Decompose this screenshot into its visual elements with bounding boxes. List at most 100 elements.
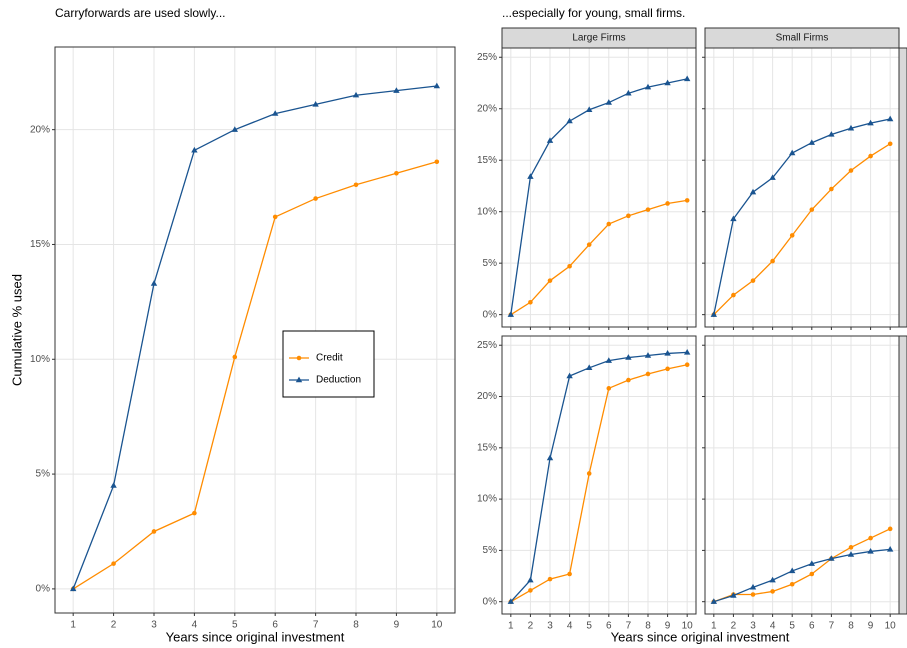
x-tick-label: 2 xyxy=(731,621,737,632)
x-tick-label: 5 xyxy=(586,621,592,632)
point xyxy=(683,75,691,82)
point xyxy=(69,585,77,592)
point xyxy=(110,482,117,488)
point xyxy=(272,110,279,116)
x-tick-label: 8 xyxy=(353,620,359,631)
x-tick-label: 1 xyxy=(508,621,514,632)
x-tick-label: 5 xyxy=(789,621,795,632)
x-tick-label: 2 xyxy=(111,620,117,631)
point xyxy=(626,213,631,219)
point xyxy=(887,526,893,532)
point xyxy=(789,233,795,238)
x-tick-label: 4 xyxy=(567,621,573,632)
point xyxy=(606,221,612,227)
point xyxy=(847,124,855,131)
y-tick-label: 20% xyxy=(30,124,50,135)
y-tick-label: 25% xyxy=(477,340,497,351)
y-tick-label: 15% xyxy=(477,442,497,453)
chart-title: Carryforwards are used slowly... xyxy=(55,6,226,20)
legend-label: Deduction xyxy=(316,375,361,386)
point xyxy=(353,182,359,188)
point xyxy=(394,170,399,176)
x-axis-title: Years since original investment xyxy=(166,629,345,644)
y-tick-label: 0% xyxy=(483,309,498,320)
y-tick-label: 15% xyxy=(30,239,50,250)
point xyxy=(507,598,515,604)
point xyxy=(546,454,554,461)
y-tick-label: 10% xyxy=(477,494,497,505)
point xyxy=(770,258,775,264)
point xyxy=(684,362,690,368)
legend-box xyxy=(282,330,375,398)
point xyxy=(710,598,718,604)
legend-marker xyxy=(295,376,303,383)
point xyxy=(566,117,573,124)
point xyxy=(809,207,815,212)
point xyxy=(789,149,796,156)
point xyxy=(434,159,440,165)
point xyxy=(828,555,835,561)
x-tick-label: 8 xyxy=(645,621,651,632)
point xyxy=(789,567,796,574)
point xyxy=(789,581,795,587)
x-tick-label: 6 xyxy=(809,621,815,632)
x-tick-label: 9 xyxy=(868,621,874,632)
point xyxy=(769,174,776,180)
plot-border xyxy=(501,47,697,328)
point xyxy=(664,350,671,356)
point xyxy=(645,207,651,212)
point xyxy=(232,354,238,360)
point xyxy=(566,372,573,379)
point xyxy=(586,471,592,476)
x-tick-label: 10 xyxy=(431,620,443,631)
x-tick-label: 4 xyxy=(192,620,198,631)
plot-background xyxy=(502,48,696,327)
point xyxy=(527,173,534,179)
point xyxy=(731,292,736,298)
point xyxy=(684,198,690,203)
point xyxy=(730,215,737,222)
x-tick-label: 3 xyxy=(547,621,553,632)
point xyxy=(730,592,737,598)
series-line xyxy=(713,118,891,315)
point xyxy=(111,561,116,566)
point xyxy=(567,263,572,269)
series-line xyxy=(72,85,437,590)
plot-border xyxy=(704,47,900,328)
y-tick-label: 5% xyxy=(36,469,51,480)
point xyxy=(547,576,553,582)
x-tick-label: 5 xyxy=(232,620,238,631)
point xyxy=(313,196,318,201)
point xyxy=(231,126,238,132)
point xyxy=(769,576,776,583)
y-tick-label: 5% xyxy=(483,258,498,269)
point xyxy=(750,278,756,283)
point xyxy=(547,278,553,283)
point xyxy=(710,311,718,317)
point xyxy=(528,299,533,305)
y-tick-label: 10% xyxy=(30,354,50,365)
x-axis-title: Years since original investment xyxy=(611,629,790,644)
point xyxy=(664,79,671,86)
plot-border xyxy=(501,335,697,615)
plot-border xyxy=(54,46,456,614)
point xyxy=(848,545,854,550)
x-tick-label: 9 xyxy=(665,621,671,632)
point xyxy=(586,364,593,371)
y-tick-label: 0% xyxy=(483,596,498,607)
x-tick-label: 2 xyxy=(528,621,534,632)
point xyxy=(586,106,593,112)
strip-label: Large Firms xyxy=(572,33,625,44)
point xyxy=(605,357,612,363)
y-tick-label: 10% xyxy=(477,206,497,217)
point xyxy=(867,548,874,554)
point xyxy=(808,139,815,145)
point xyxy=(606,386,612,391)
series-line xyxy=(510,351,688,603)
x-tick-label: 7 xyxy=(313,620,319,631)
x-tick-label: 3 xyxy=(750,621,756,632)
chart-title: ...especially for young, small firms. xyxy=(502,6,685,20)
point xyxy=(867,119,874,126)
point xyxy=(644,352,652,358)
x-tick-label: 8 xyxy=(848,621,854,632)
